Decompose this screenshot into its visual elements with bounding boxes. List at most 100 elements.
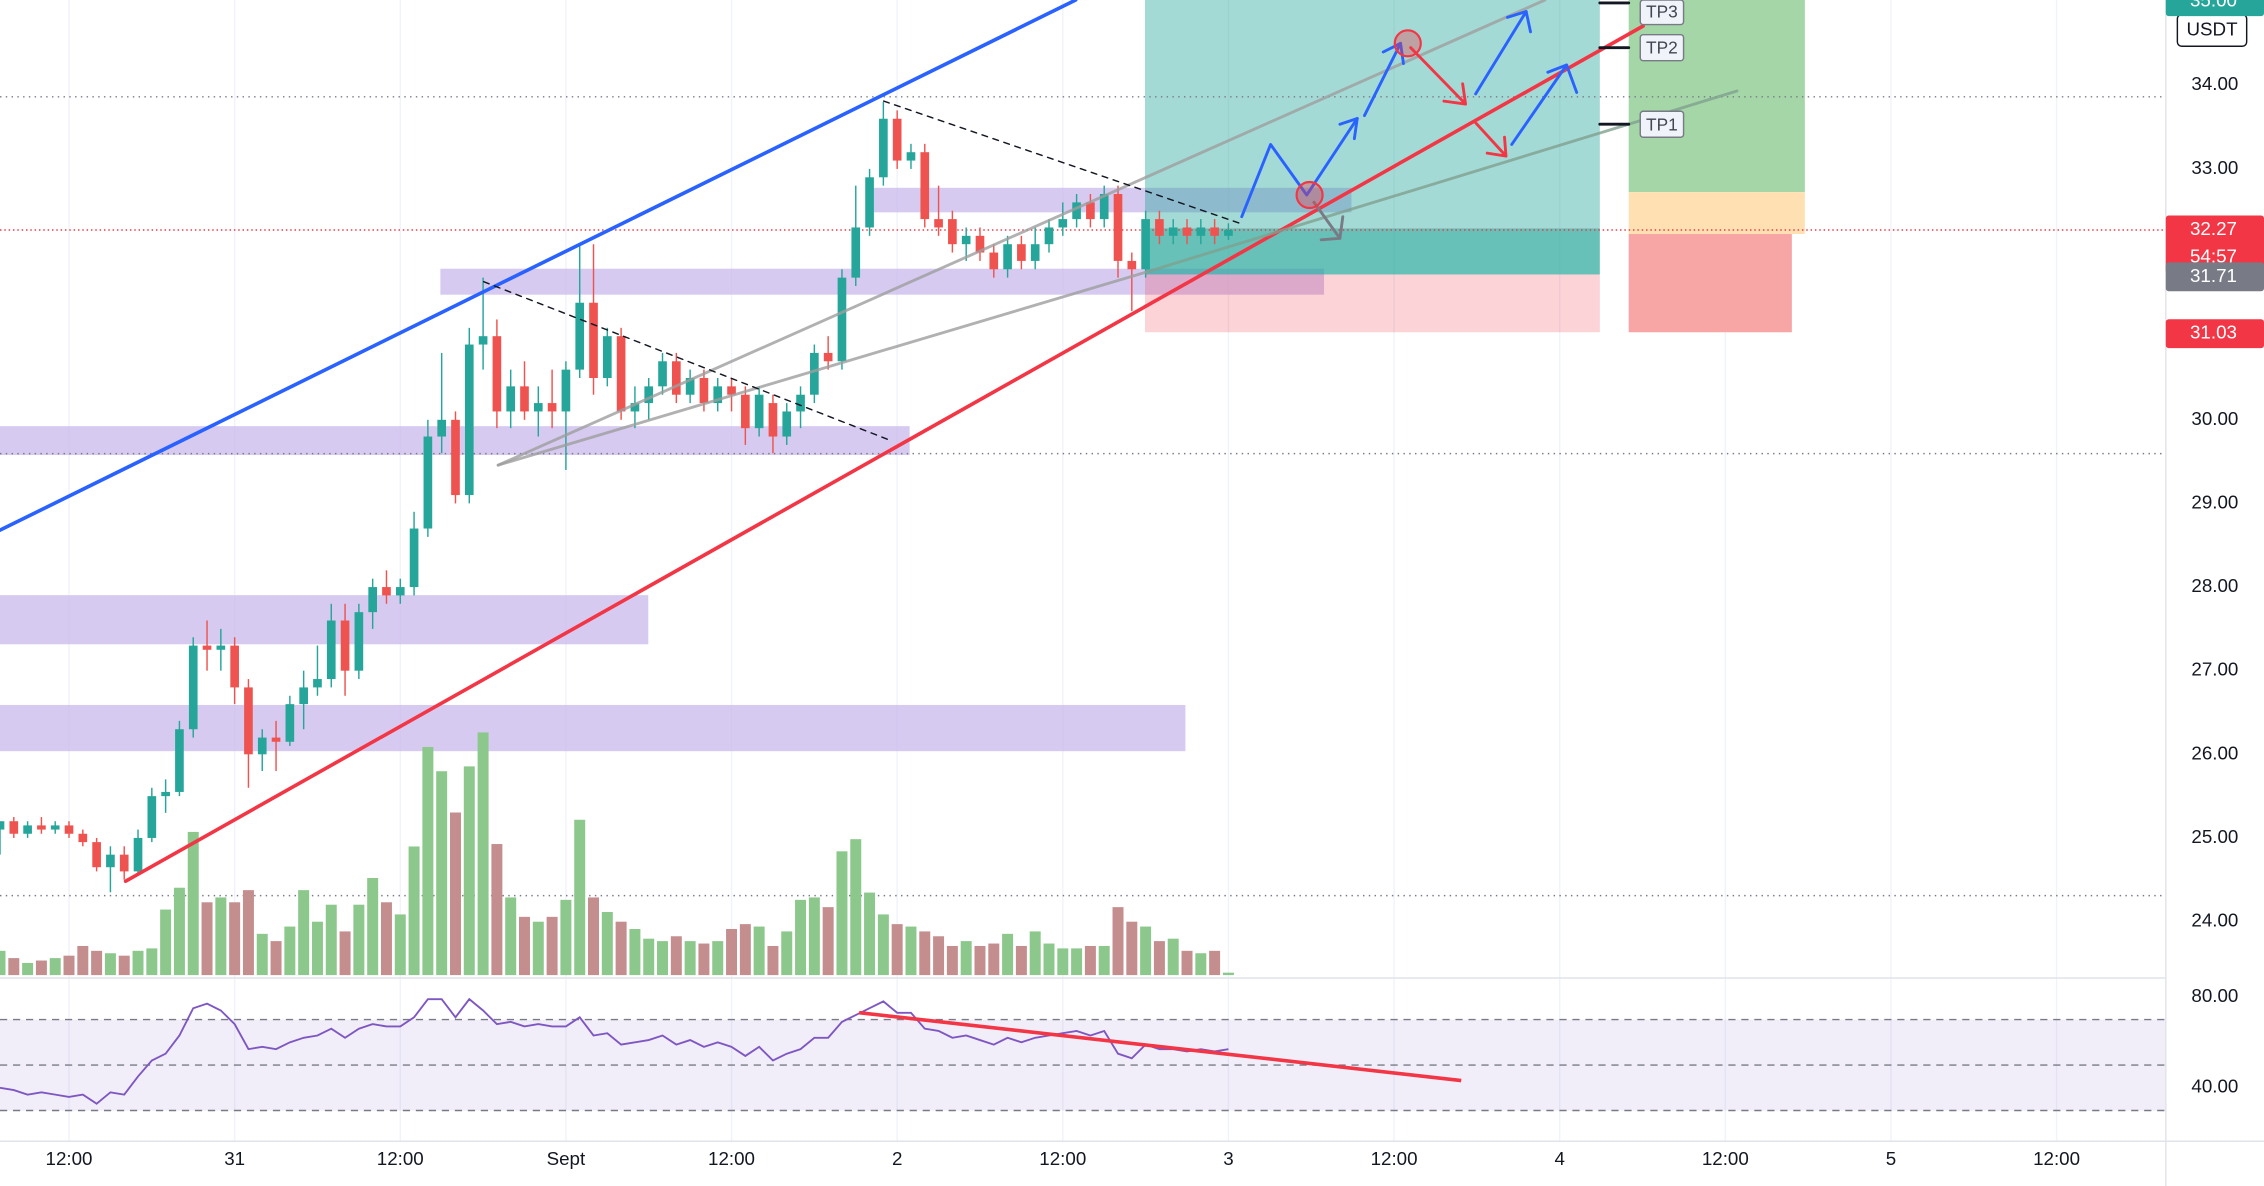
candle-body: [948, 219, 957, 245]
candle-body: [823, 352, 833, 362]
volume-bar: [325, 904, 337, 976]
volume-bar: [670, 936, 682, 976]
volume-bar: [63, 955, 75, 976]
arrow-head: [1338, 215, 1345, 240]
volume-bar: [284, 926, 296, 976]
candle-body: [230, 645, 239, 688]
volume-bar: [22, 962, 34, 976]
candle-body: [1155, 219, 1164, 236]
volume-bar: [0, 950, 6, 976]
candle-body: [602, 336, 612, 378]
x-tick-label: 12:00: [2033, 1148, 2080, 1169]
candle-body: [644, 386, 654, 404]
candle-body: [395, 587, 405, 596]
candle-body: [340, 620, 350, 671]
countdown: 54:57: [2190, 245, 2237, 266]
x-tick-label: 2: [892, 1148, 902, 1169]
volume-bar: [739, 924, 751, 976]
candle-body: [782, 411, 792, 437]
trend-line: [123, 24, 1645, 883]
candle-body: [1141, 219, 1150, 270]
volume-bar: [1112, 907, 1124, 976]
volume-bar: [422, 746, 434, 976]
candle-body: [216, 645, 226, 650]
volume-bar: [1043, 943, 1055, 976]
candle-body: [451, 419, 460, 496]
zone: [0, 595, 649, 645]
candle-body: [1086, 202, 1095, 220]
volume-bar: [1195, 953, 1207, 976]
candle-body: [1030, 244, 1040, 261]
volume-bar: [891, 924, 903, 976]
candle-body: [92, 842, 101, 868]
target-marker: [1393, 29, 1422, 58]
candle-body: [1210, 227, 1219, 236]
trend-line: [496, 0, 1547, 467]
tp-label: TP1: [1646, 114, 1678, 134]
volume-bar: [408, 846, 420, 976]
volume-bar: [449, 812, 461, 976]
volume-bar: [532, 921, 544, 976]
y-tick-label: 33.00: [2191, 157, 2238, 178]
price-label: 31.71: [2190, 265, 2237, 286]
volume-bar: [767, 945, 779, 976]
volume-bar: [118, 955, 130, 976]
volume-bar: [960, 941, 972, 976]
volume-bar: [1029, 931, 1041, 976]
volume-bar: [1153, 941, 1165, 976]
candle-body: [106, 854, 115, 868]
tp-label: TP3: [1646, 2, 1678, 22]
volume-bar: [1098, 945, 1110, 976]
candle-body: [9, 821, 19, 834]
arrow: [1474, 121, 1508, 158]
candle-body: [920, 152, 930, 220]
candle-body: [382, 587, 391, 596]
volume-bar: [519, 916, 530, 976]
candle-body: [1072, 202, 1081, 220]
rsi-pane: [0, 977, 2166, 1112]
y-tick-label: 28.00: [2191, 575, 2238, 596]
candle-body: [879, 118, 888, 178]
volume-bar: [463, 766, 475, 976]
y-tick-label: 25.00: [2191, 826, 2238, 847]
candle-body: [133, 837, 143, 872]
volume-bar: [988, 943, 1000, 976]
zone: [0, 704, 1186, 752]
volume-bar: [477, 732, 489, 976]
volume-bar: [629, 928, 641, 976]
candle-body: [589, 302, 598, 378]
volume-bar: [1084, 945, 1096, 976]
volume-bar: [270, 941, 282, 976]
candle-body: [1224, 229, 1233, 236]
volume-bar: [104, 953, 116, 976]
volume-bar: [588, 897, 599, 976]
candle-body: [685, 377, 695, 395]
candle-body: [741, 394, 750, 429]
volume-bar: [367, 878, 379, 976]
candle-body: [147, 796, 157, 838]
drawings: TP1 TP2 TP3: [0, 0, 1739, 883]
candle-body: [1099, 194, 1109, 220]
candle-body: [768, 403, 778, 437]
candle-body: [699, 377, 709, 404]
candle-body: [754, 394, 764, 429]
volume-bar: [339, 931, 351, 976]
x-tick-label: 4: [1554, 1148, 1564, 1169]
candle-body: [575, 302, 585, 370]
candle-body: [437, 419, 447, 437]
candle-body: [464, 344, 474, 496]
trend-line: [0, 0, 1078, 532]
candle-body: [492, 336, 502, 412]
candle-body: [188, 645, 198, 730]
price-badge: [2165, 319, 2264, 349]
volume-bar: [436, 771, 448, 976]
volume-bar: [574, 819, 586, 976]
y-tick-label: 29.00: [2191, 491, 2238, 512]
candle-body: [892, 118, 902, 161]
stop-zone: [1628, 234, 1792, 333]
tp-badge: [1639, 33, 1685, 62]
volume-bar: [560, 899, 572, 976]
candle-body: [1127, 260, 1137, 270]
volume-bar: [726, 928, 738, 976]
